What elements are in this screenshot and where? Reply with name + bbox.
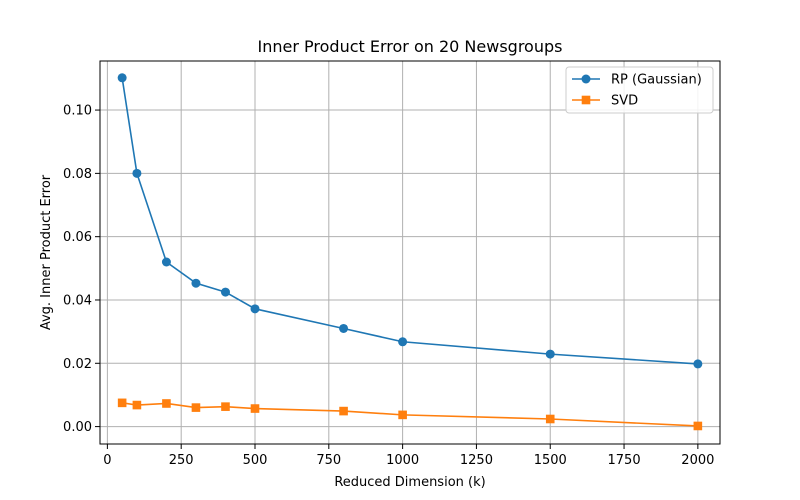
data-point — [220, 287, 230, 297]
x-axis-label: Reduced Dimension (k) — [334, 475, 485, 490]
chart-title: Inner Product Error on 20 Newsgroups — [258, 37, 563, 56]
legend-box — [565, 66, 714, 114]
series-line-svd — [122, 402, 698, 427]
data-point — [398, 337, 408, 347]
data-point — [339, 406, 348, 416]
x-tick-label: 500 — [243, 453, 268, 468]
series-layer — [117, 73, 703, 431]
legend-item-svd: SVD — [572, 94, 638, 109]
data-point — [191, 278, 201, 288]
x-tick-label: 1500 — [534, 453, 567, 468]
y-tick-label: 0.00 — [63, 420, 92, 435]
series-line-rp-gaussian — [121, 77, 698, 365]
y-tick-label: 0.08 — [63, 167, 92, 182]
x-tick-label: 750 — [316, 453, 341, 468]
data-point — [250, 404, 260, 413]
legend: RP (Gaussian) SVD — [565, 66, 714, 114]
y-tick-label: 0.02 — [63, 357, 92, 372]
y-tick-label: 0.10 — [63, 104, 92, 119]
data-point — [693, 359, 703, 369]
legend-swatch-marker — [581, 95, 591, 105]
plot-frame — [99, 60, 721, 445]
series-rp-gaussian — [117, 73, 703, 369]
y-tick-label: 0.06 — [63, 230, 92, 245]
data-point — [545, 414, 555, 424]
data-point — [398, 410, 407, 420]
data-point — [117, 73, 127, 83]
data-point — [117, 398, 127, 408]
data-point — [132, 400, 142, 410]
legend-item-rp-gaussian: RP (Gaussian) — [572, 73, 702, 88]
x-tick-label: 2000 — [681, 453, 714, 468]
legend-label: RP (Gaussian) — [611, 73, 702, 88]
data-point — [339, 323, 349, 333]
data-point — [161, 257, 171, 267]
x-tick-label: 0 — [103, 453, 111, 468]
series-svd — [117, 398, 703, 431]
data-point — [545, 349, 555, 359]
data-point — [221, 402, 230, 411]
legend-swatch-marker — [581, 74, 591, 84]
data-point — [132, 168, 142, 178]
x-tick-label: 1000 — [386, 453, 419, 468]
x-tick-label: 250 — [169, 453, 194, 468]
y-axis-label: Avg. Inner Product Error — [39, 174, 54, 330]
x-tick-label: 1750 — [608, 453, 641, 468]
x-axis-ticks: 0 250 500 750 1000 1250 1500 1750 2000 — [103, 444, 714, 468]
data-point — [250, 304, 260, 314]
data-point — [162, 399, 171, 408]
legend-label: SVD — [611, 94, 638, 109]
data-point — [693, 421, 703, 431]
y-axis-ticks: 0.00 0.02 0.04 0.06 0.08 0.10 — [63, 104, 100, 435]
data-point — [191, 403, 201, 412]
grid — [100, 61, 720, 444]
y-tick-label: 0.04 — [63, 293, 92, 308]
x-tick-label: 1250 — [460, 453, 493, 468]
